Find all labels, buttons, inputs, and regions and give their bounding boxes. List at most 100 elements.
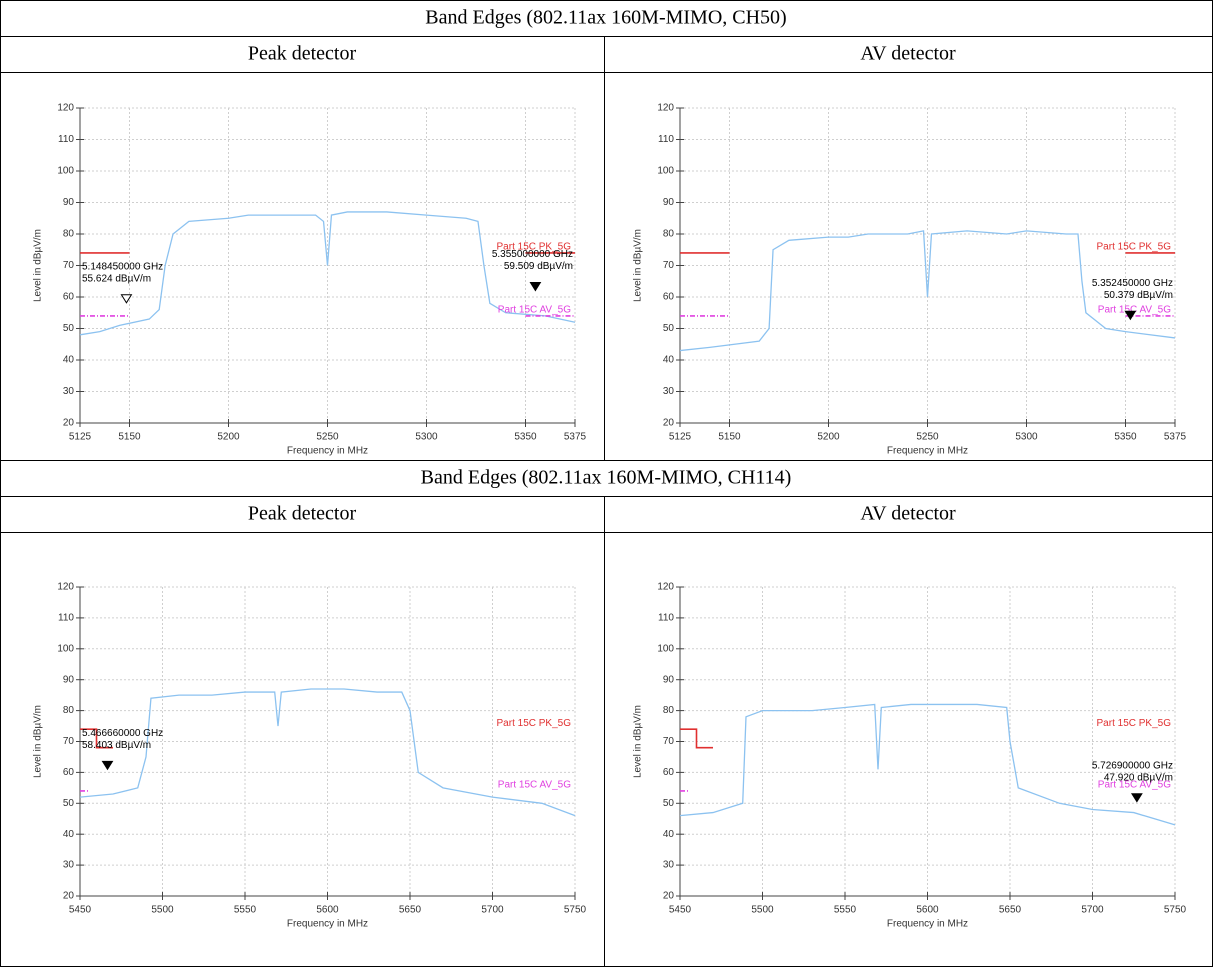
y-tick-label: 70 (663, 260, 675, 271)
y-tick-label: 50 (663, 798, 675, 809)
x-axis-label: Frequency in MHz (287, 919, 368, 930)
x-tick-label: 5550 (834, 905, 857, 916)
x-tick-label: 5500 (151, 905, 174, 916)
chart: 20 30 40 50 60 70 80 90 100 110 120 5450 5500 5550 560… (633, 582, 1187, 930)
y-tick-label: 110 (658, 134, 674, 145)
x-axis-label: Frequency in MHz (887, 919, 968, 930)
y-tick-label: 30 (663, 386, 675, 397)
trace (679, 703, 1176, 826)
marker-label: 5.466660000 GHz (82, 728, 163, 739)
y-tick-label: 80 (63, 705, 75, 716)
column-header: Peak detector (248, 43, 357, 65)
x-tick-label: 5375 (1164, 432, 1187, 443)
y-tick-label: 40 (63, 355, 75, 366)
x-tick-label: 5700 (481, 905, 504, 916)
y-tick-label: 20 (63, 891, 75, 902)
y-tick-label: 120 (57, 103, 74, 114)
y-axis-label: Level in dBµV/m (633, 705, 644, 778)
x-tick-label: 5350 (514, 432, 537, 443)
chart: 20 30 40 50 60 70 80 90 100 110 120 5125 5150 5200 525… (633, 103, 1187, 457)
limit-label: Part 15C AV_5G (498, 305, 571, 316)
y-tick-label: 60 (663, 767, 675, 778)
y-tick-label: 50 (663, 323, 675, 334)
x-axis-label: Frequency in MHz (887, 446, 968, 457)
y-tick-label: 120 (657, 582, 674, 593)
x-tick-label: 5650 (399, 905, 422, 916)
x-tick-label: 5550 (234, 905, 257, 916)
column-header: Peak detector (248, 503, 357, 525)
marker (529, 282, 542, 292)
y-tick-label: 50 (63, 323, 75, 334)
y-tick-label: 60 (63, 292, 75, 303)
x-tick-label: 5150 (118, 432, 141, 443)
limit-label: Part 15C PK_5G (1097, 242, 1172, 253)
marker-label: 5.355000000 GHz (492, 249, 573, 260)
marker-label: 58.403 dBµV/m (82, 740, 151, 751)
limit-label: Part 15C PK_5G (1097, 718, 1172, 729)
x-tick-label: 5125 (69, 432, 92, 443)
limit-label: Part 15C PK_5G (497, 718, 572, 729)
y-tick-label: 30 (63, 860, 75, 871)
y-tick-label: 40 (663, 355, 675, 366)
chart: 20 30 40 50 60 70 80 90 100 110 120 5125 5150 5200 525… (33, 103, 587, 457)
x-tick-label: 5200 (817, 432, 840, 443)
marker (120, 294, 133, 304)
y-tick-label: 60 (663, 292, 675, 303)
trace (79, 688, 576, 817)
limit-label: Part 15C AV_5G (498, 780, 571, 791)
y-tick-label: 100 (57, 643, 74, 654)
marker-label: 50.379 dBµV/m (1104, 290, 1173, 301)
x-tick-label: 5750 (1164, 905, 1187, 916)
y-tick-label: 120 (657, 103, 674, 114)
x-tick-label: 5300 (415, 432, 438, 443)
y-tick-label: 60 (63, 767, 75, 778)
section-title: Band Edges (802.11ax 160M-MIMO, CH114) (421, 467, 792, 489)
y-tick-label: 20 (663, 891, 675, 902)
y-tick-label: 80 (663, 705, 675, 716)
marker-label: 5.148450000 GHz (82, 261, 163, 272)
y-tick-label: 20 (663, 418, 675, 429)
x-tick-label: 5450 (69, 905, 92, 916)
limit-line (80, 728, 113, 749)
marker-label: 5.352450000 GHz (1092, 278, 1173, 289)
column-header: AV detector (860, 503, 956, 525)
y-tick-label: 40 (63, 829, 75, 840)
x-axis-label: Frequency in MHz (287, 446, 368, 457)
y-tick-label: 110 (58, 134, 74, 145)
x-tick-label: 5750 (564, 905, 587, 916)
section-title: Band Edges (802.11ax 160M-MIMO, CH50) (425, 7, 786, 29)
y-tick-label: 70 (63, 260, 75, 271)
y-tick-label: 100 (657, 643, 674, 654)
column-header: AV detector (860, 43, 956, 65)
x-tick-label: 5150 (718, 432, 741, 443)
x-tick-label: 5250 (916, 432, 939, 443)
y-tick-label: 90 (63, 197, 75, 208)
y-tick-label: 110 (658, 613, 674, 624)
y-tick-label: 120 (57, 582, 74, 593)
y-tick-label: 90 (663, 197, 675, 208)
chart: 20 30 40 50 60 70 80 90 100 110 120 5450 5500 5550 560… (33, 582, 587, 930)
y-tick-label: 80 (663, 229, 675, 240)
x-tick-label: 5250 (316, 432, 339, 443)
x-tick-label: 5375 (564, 432, 587, 443)
marker-label: 55.624 dBµV/m (82, 273, 151, 284)
y-tick-label: 100 (57, 166, 74, 177)
y-axis-label: Level in dBµV/m (633, 229, 644, 302)
marker (1124, 310, 1137, 321)
x-tick-label: 5600 (916, 905, 939, 916)
x-tick-label: 5450 (669, 905, 692, 916)
limit-line (680, 728, 713, 749)
y-tick-label: 20 (63, 418, 75, 429)
y-tick-label: 90 (663, 674, 675, 685)
marker (101, 760, 114, 771)
y-tick-label: 110 (58, 613, 74, 624)
y-tick-label: 50 (63, 798, 75, 809)
y-tick-label: 30 (63, 386, 75, 397)
marker-label: 5.726900000 GHz (1092, 760, 1173, 771)
trace (679, 230, 1176, 352)
y-tick-label: 70 (663, 736, 675, 747)
x-tick-label: 5200 (217, 432, 240, 443)
y-tick-label: 100 (657, 166, 674, 177)
marker-label: 47.920 dBµV/m (1104, 772, 1173, 783)
